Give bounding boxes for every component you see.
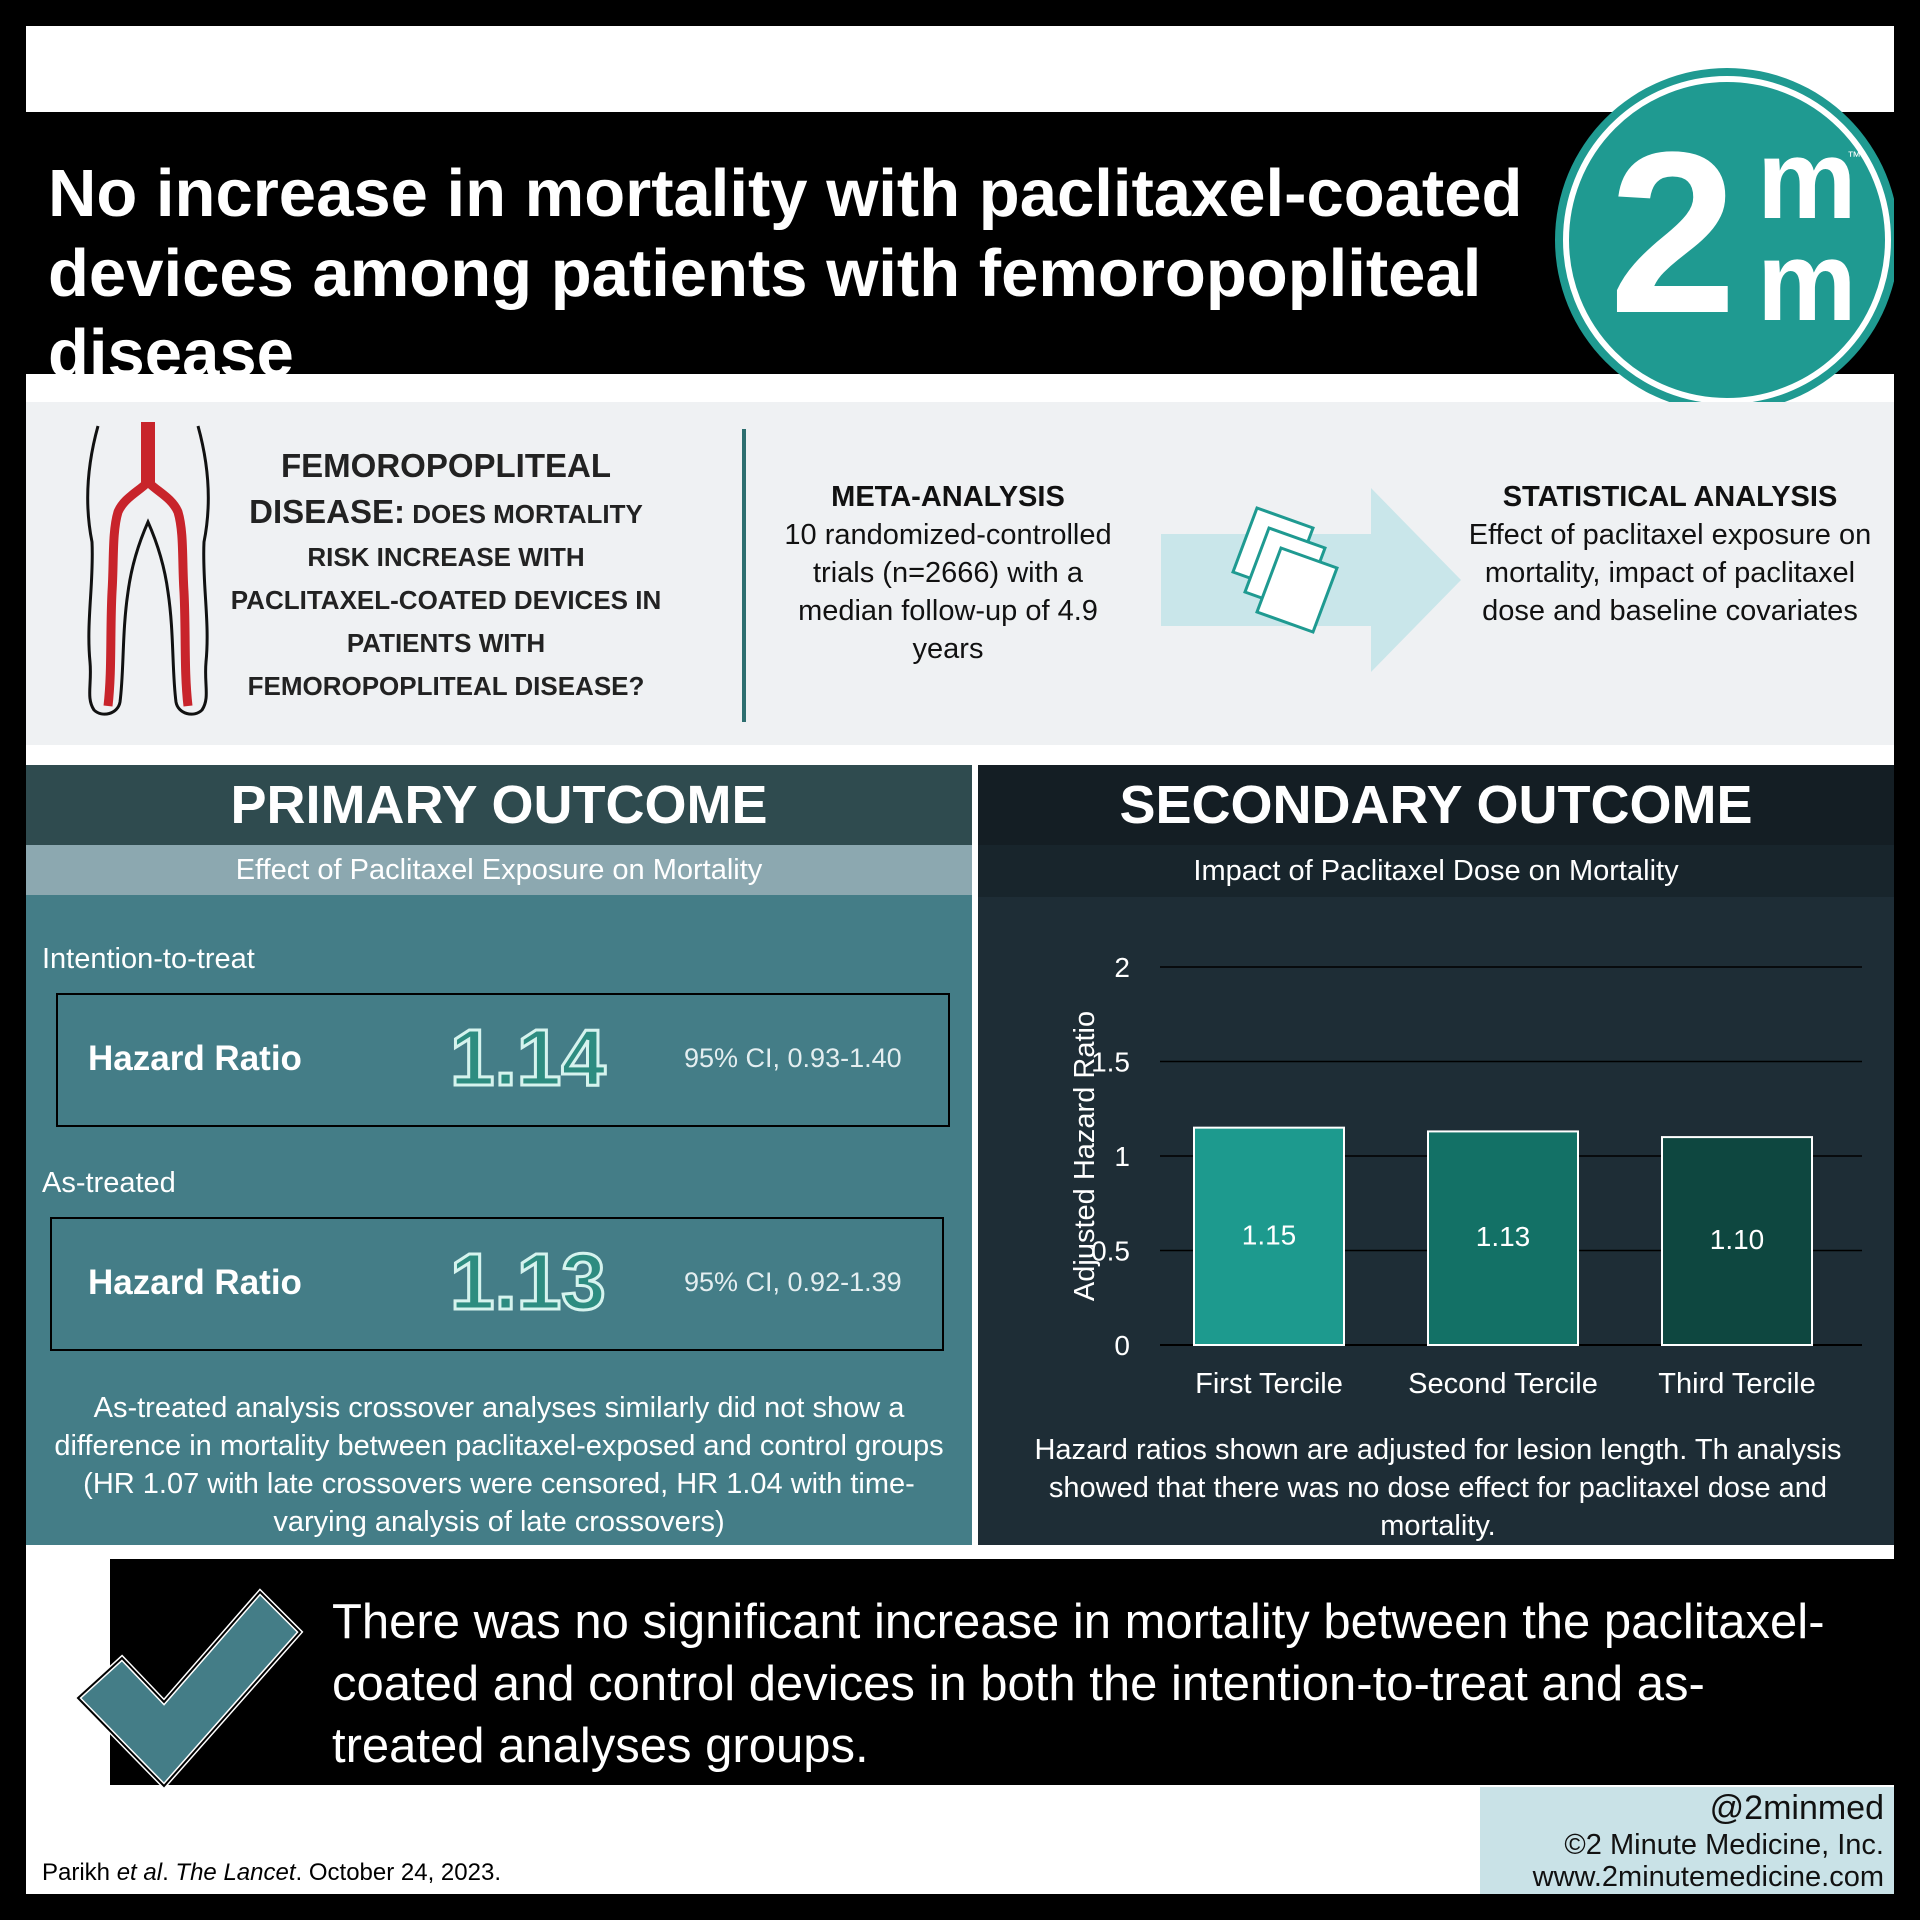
x-tick-label: Third Tercile [1658, 1368, 1815, 1400]
at-hr-label: Hazard Ratio [88, 1263, 302, 1302]
trademark-mark: ™ [1847, 148, 1861, 164]
citation: Parikh et al. The Lancet. October 24, 20… [42, 1859, 501, 1887]
at-hr-value: 1.13 [449, 1236, 608, 1328]
y-tick-label: 2 [1114, 952, 1130, 983]
social-handle: @2minmed [1709, 1789, 1884, 1827]
secondary-outcome-subheading: Impact of Paclitaxel Dose on Mortality [978, 845, 1894, 897]
legs-artery-icon [86, 422, 210, 716]
primary-outcome-heading: PRIMARY OUTCOME [26, 765, 972, 845]
statistical-analysis-heading: STATISTICAL ANALYSIS [1502, 481, 1838, 513]
website-link[interactable]: www.2minutemedicine.com [1532, 1861, 1884, 1893]
at-ci: 95% CI, 0.92-1.39 [684, 1267, 902, 1297]
bar [1427, 1130, 1579, 1346]
conclusion-text: There was no significant increase in mor… [332, 1595, 1825, 1773]
bar [1193, 1126, 1345, 1346]
checkmark-icon [74, 1588, 304, 1790]
y-tick-label: 1.5 [1091, 1047, 1130, 1078]
logo-m-bottom: m [1757, 219, 1857, 344]
as-treated-hazard-ratio-box: Hazard Ratio 1.13 95% CI, 0.92-1.39 [50, 1217, 944, 1351]
as-treated-label: As-treated [42, 1167, 176, 1199]
secondary-outcome-panel: SECONDARY OUTCOME Impact of Paclitaxel D… [978, 765, 1894, 1545]
conclusion-bar [110, 1559, 1894, 1785]
citation-dot: . [162, 1859, 176, 1886]
itt-hazard-ratio-box: Hazard Ratio 1.14 95% CI, 0.93-1.40 [56, 993, 950, 1127]
citation-etal: et al [116, 1859, 163, 1886]
question-lead: FEMOROPOPLITEAL DISEASE: [249, 447, 611, 530]
meta-analysis-heading: META-ANALYSIS [831, 481, 1065, 513]
brand-footer: @2minmed ©2 Minute Medicine, Inc. www.2m… [1480, 1787, 1894, 1894]
copyright: ©2 Minute Medicine, Inc. [1564, 1829, 1884, 1861]
itt-hr-value: 1.14 [449, 1012, 608, 1104]
secondary-outcome-heading: SECONDARY OUTCOME [978, 765, 1894, 845]
documents-arrow-icon [1161, 488, 1461, 672]
question-body: DOES MORTALITY RISK INCREASE WITH PACLIT… [230, 499, 662, 701]
itt-label: Intention-to-treat [42, 943, 255, 975]
study-info-band: FEMOROPOPLITEAL DISEASE: DOES MORTALITY … [26, 402, 1894, 745]
bar [1661, 1136, 1813, 1346]
x-tick-label: First Tercile [1195, 1368, 1343, 1400]
y-tick-label: 0 [1114, 1330, 1130, 1361]
primary-outcome-panel: PRIMARY OUTCOME Effect of Paclitaxel Exp… [26, 765, 972, 1545]
itt-hr-label: Hazard Ratio [88, 1039, 302, 1078]
bar-value-label: 1.15 [1242, 1219, 1297, 1250]
x-tick-label: Second Tercile [1408, 1368, 1598, 1400]
logo-two: 2 [1609, 104, 1737, 361]
bar-value-label: 1.13 [1476, 1221, 1531, 1252]
itt-ci: 95% CI, 0.93-1.40 [684, 1043, 902, 1073]
y-tick-label: 0.5 [1091, 1236, 1130, 1267]
brand-logo: 2m 2 m m ™ [1563, 76, 1891, 404]
page-title: No increase in mortality with paclitaxel… [48, 156, 1523, 391]
research-question: FEMOROPOPLITEAL DISEASE: DOES MORTALITY … [226, 444, 666, 708]
y-axis-label: Adjusted Hazard Ratio [1069, 1011, 1101, 1301]
secondary-note: Hazard ratios shown are adjusted for les… [1034, 1434, 1842, 1542]
logo-m-top: m [1757, 117, 1857, 242]
meta-analysis-block: META-ANALYSIS 10 randomized-controlled t… [778, 478, 1118, 668]
citation-date: . October 24, 2023. [295, 1859, 501, 1886]
statistical-analysis-block: STATISTICAL ANALYSIS Effect of paclitaxe… [1460, 478, 1880, 630]
citation-journal: The Lancet [175, 1859, 296, 1886]
divider [742, 429, 746, 722]
infographic: No increase in mortality with paclitaxel… [26, 26, 1894, 1894]
citation-author: Parikh [42, 1859, 117, 1886]
meta-analysis-text: 10 randomized-controlled trials (n=2666)… [784, 519, 1112, 665]
y-tick-label: 1 [1114, 1141, 1130, 1172]
statistical-analysis-text: Effect of paclitaxel exposure on mortali… [1468, 519, 1872, 627]
bar-value-label: 1.10 [1710, 1224, 1765, 1255]
primary-note: As-treated analysis crossover analyses s… [54, 1392, 944, 1538]
dose-bar-chart: 0 0.5 1 1.5 2 Adjusted Hazard Ratio 1.15 First … [1069, 952, 1862, 1400]
primary-outcome-subheading: Effect of Paclitaxel Exposure on Mortali… [26, 845, 972, 895]
